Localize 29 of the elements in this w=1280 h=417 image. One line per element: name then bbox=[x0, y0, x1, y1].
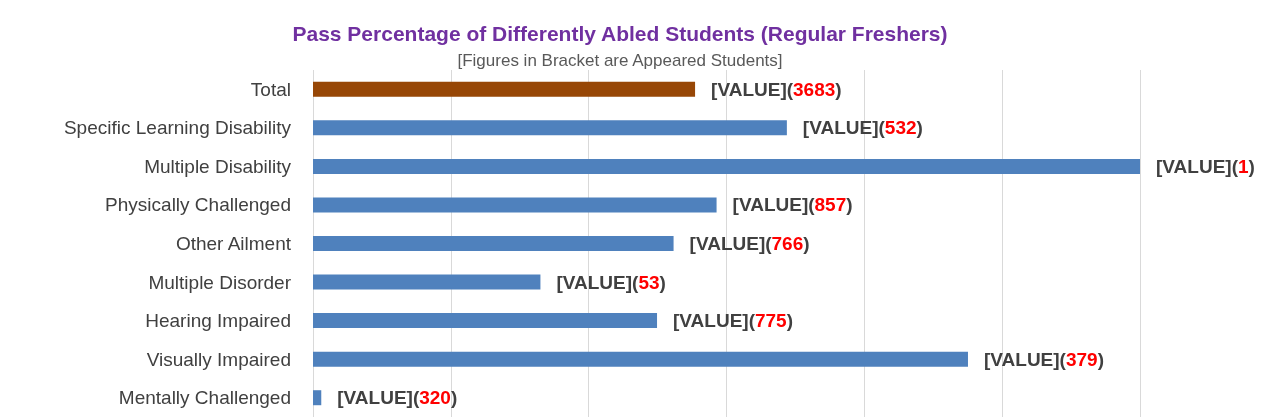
y-tick-label: Visually Impaired bbox=[146, 348, 291, 370]
y-tick-label: Hearing Impaired bbox=[145, 310, 291, 332]
y-tick-label: Other Ailment bbox=[175, 233, 292, 254]
bar bbox=[313, 120, 787, 136]
bar bbox=[313, 81, 696, 97]
annotation: [VALUE](766) bbox=[689, 233, 810, 254]
y-tick-label: Multiple Disability bbox=[144, 155, 292, 177]
chart-subtitle: [Figures in Bracket are Appeared Students] bbox=[457, 51, 783, 70]
bar bbox=[313, 351, 968, 367]
bar bbox=[313, 313, 658, 329]
annotation: [VALUE](1) bbox=[1156, 155, 1255, 177]
bar bbox=[313, 236, 674, 251]
bar bbox=[313, 274, 541, 290]
y-tick-label: Mentally Challenged bbox=[118, 387, 291, 409]
bar bbox=[313, 390, 322, 406]
y-tick-label: Total bbox=[250, 78, 291, 100]
annotation: [VALUE](532) bbox=[802, 117, 923, 139]
y-tick-label: Multiple Disorder bbox=[148, 271, 292, 293]
y-tick-label: Physically Challenged bbox=[105, 194, 291, 216]
y-tick-label: Specific Learning Disability bbox=[63, 117, 292, 139]
annotation: [VALUE](3683) bbox=[711, 78, 842, 100]
annotation: [VALUE](379) bbox=[983, 348, 1104, 370]
bar bbox=[313, 158, 1140, 174]
bar bbox=[313, 197, 717, 213]
chart-title: Pass Percentage of Differently Abled Students (Regular Freshers) bbox=[292, 22, 948, 45]
annotation: [VALUE](775) bbox=[673, 310, 794, 332]
annotation: [VALUE](320) bbox=[337, 387, 458, 409]
annotation: [VALUE](53) bbox=[556, 271, 666, 293]
annotation: [VALUE](857) bbox=[732, 194, 853, 216]
